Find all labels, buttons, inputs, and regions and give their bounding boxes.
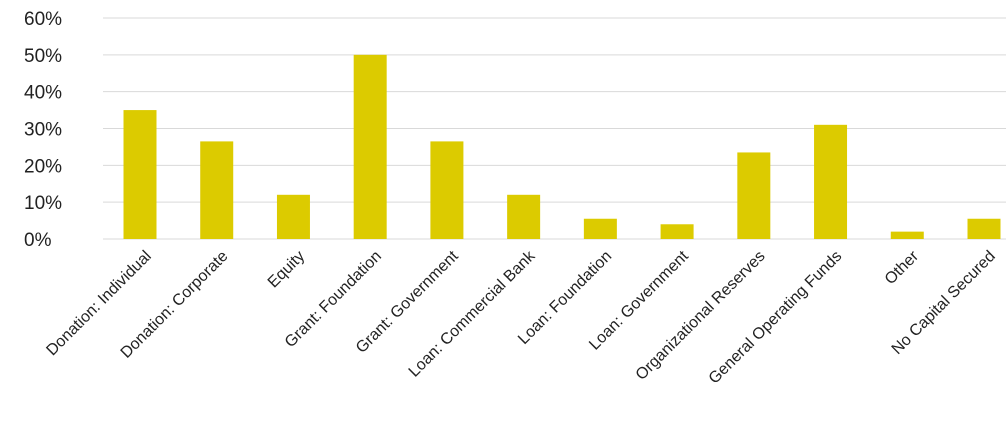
y-tick-label: 60% — [24, 9, 62, 30]
bar — [890, 231, 924, 239]
bar — [276, 194, 310, 239]
y-tick-label: 50% — [24, 46, 62, 67]
bars — [123, 54, 1001, 240]
bar — [507, 194, 541, 239]
y-tick-label: 40% — [24, 83, 62, 104]
y-tick-label: 20% — [24, 156, 62, 177]
y-tick-label: 0% — [24, 230, 52, 251]
bar — [660, 224, 694, 239]
x-tick-label: Organizational Reserves — [633, 248, 769, 384]
bar — [353, 54, 387, 240]
bar — [814, 124, 848, 239]
x-tick-label: Other — [882, 247, 923, 288]
bar — [737, 152, 771, 239]
bar — [200, 141, 234, 239]
x-tick-label: Loan: Commercial Bank — [406, 247, 539, 380]
x-tick-label: General Operating Funds — [706, 248, 846, 388]
bar — [583, 218, 617, 239]
y-tick-label: 10% — [24, 193, 62, 214]
gridlines — [103, 17, 1006, 240]
x-tick-label: Equity — [265, 248, 308, 291]
y-tick-label: 30% — [24, 120, 62, 141]
bar — [967, 218, 1001, 239]
bar — [123, 110, 157, 239]
y-axis-tick-labels: 0% 10% 20% 30% 40% 50% 60% — [24, 9, 62, 251]
bar — [430, 141, 464, 239]
